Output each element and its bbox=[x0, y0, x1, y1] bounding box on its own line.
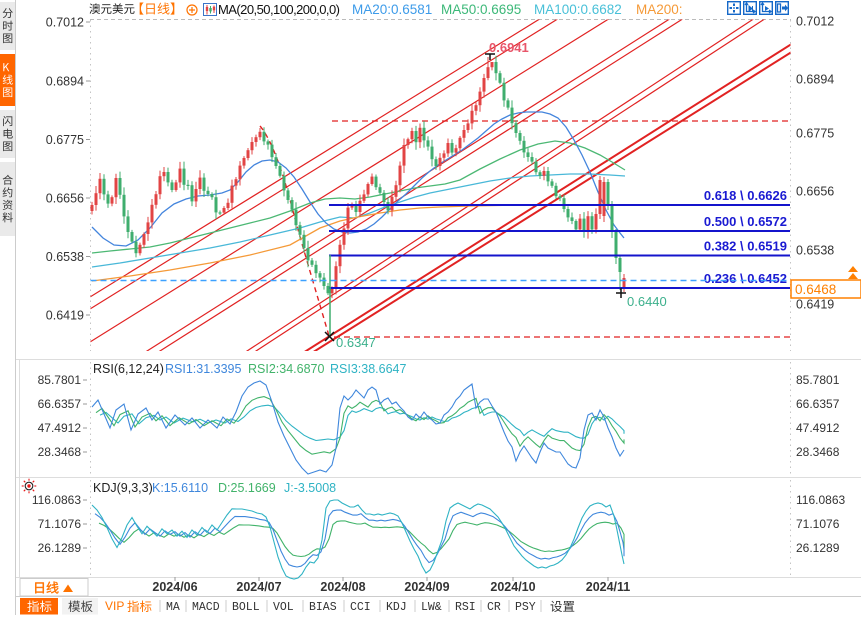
svg-text:MA(20,50,100,200,0,0): MA(20,50,100,200,0,0) bbox=[218, 2, 340, 17]
svg-text:85.7801: 85.7801 bbox=[38, 373, 82, 387]
svg-text:0.382 \ 0.6519: 0.382 \ 0.6519 bbox=[704, 239, 787, 254]
svg-text:0.500 \ 0.6572: 0.500 \ 0.6572 bbox=[704, 214, 787, 229]
svg-text:KDJ: KDJ bbox=[386, 601, 407, 614]
svg-text:CCI: CCI bbox=[350, 601, 371, 614]
svg-text:K:15.6110: K:15.6110 bbox=[152, 481, 208, 495]
svg-text:0.6775: 0.6775 bbox=[796, 127, 834, 141]
svg-text:MA: MA bbox=[166, 601, 180, 614]
svg-text:66.6357: 66.6357 bbox=[796, 397, 840, 411]
svg-text:0.6347: 0.6347 bbox=[336, 335, 376, 350]
svg-text:2024/09: 2024/09 bbox=[404, 580, 449, 594]
svg-text:47.4912: 47.4912 bbox=[38, 421, 82, 435]
svg-text:0.7012: 0.7012 bbox=[46, 16, 84, 30]
svg-text:CR: CR bbox=[487, 601, 501, 614]
svg-text:0.618 \ 0.6626: 0.618 \ 0.6626 bbox=[704, 188, 787, 203]
svg-text:0.7012: 0.7012 bbox=[796, 15, 834, 29]
svg-text:PSY: PSY bbox=[515, 601, 536, 614]
svg-text:VIP: VIP bbox=[105, 599, 124, 613]
svg-text:BIAS: BIAS bbox=[309, 601, 337, 614]
svg-text:RSI2:34.6870: RSI2:34.6870 bbox=[248, 362, 324, 376]
svg-text:RSI(6,12,24): RSI(6,12,24) bbox=[93, 362, 164, 376]
svg-text:KDJ(9,3,3): KDJ(9,3,3) bbox=[93, 481, 153, 495]
svg-text:2024/08: 2024/08 bbox=[320, 580, 365, 594]
svg-text:0.6894: 0.6894 bbox=[46, 75, 84, 89]
svg-text:66.6357: 66.6357 bbox=[38, 397, 82, 411]
svg-text:LW&: LW& bbox=[421, 601, 442, 614]
svg-text:47.4912: 47.4912 bbox=[796, 421, 840, 435]
svg-text:RSI: RSI bbox=[455, 601, 476, 614]
svg-text:RSI3:38.6647: RSI3:38.6647 bbox=[330, 362, 406, 376]
svg-text:RSI1:31.3395: RSI1:31.3395 bbox=[165, 362, 241, 376]
svg-text:J:-3.5008: J:-3.5008 bbox=[284, 481, 336, 495]
svg-text:0.236 \ 0.6452: 0.236 \ 0.6452 bbox=[704, 271, 787, 286]
svg-text:85.7801: 85.7801 bbox=[796, 373, 840, 387]
svg-text:0.6775: 0.6775 bbox=[46, 133, 84, 147]
svg-text:71.1076: 71.1076 bbox=[38, 517, 82, 531]
svg-text:0.6538: 0.6538 bbox=[796, 244, 834, 258]
svg-text:2024/11: 2024/11 bbox=[586, 580, 631, 594]
svg-text:0.6440: 0.6440 bbox=[627, 294, 667, 309]
svg-text:71.1076: 71.1076 bbox=[796, 517, 840, 531]
svg-text:VOL: VOL bbox=[273, 601, 294, 614]
svg-text:0.6656: 0.6656 bbox=[796, 185, 834, 199]
svg-text:28.3468: 28.3468 bbox=[38, 445, 82, 459]
svg-text:MA100:0.6682: MA100:0.6682 bbox=[534, 2, 622, 17]
svg-text:BOLL: BOLL bbox=[232, 601, 260, 614]
svg-text:0.6894: 0.6894 bbox=[796, 73, 834, 87]
svg-text:26.1289: 26.1289 bbox=[38, 541, 82, 555]
svg-text:MA200:: MA200: bbox=[636, 2, 683, 17]
svg-text:0.6656: 0.6656 bbox=[46, 192, 84, 206]
svg-text:116.0863: 116.0863 bbox=[796, 493, 845, 507]
svg-text:0.6419: 0.6419 bbox=[46, 309, 84, 323]
svg-text:26.1289: 26.1289 bbox=[796, 541, 840, 555]
svg-text:2024/06: 2024/06 bbox=[152, 580, 197, 594]
svg-text:D:25.1669: D:25.1669 bbox=[218, 481, 276, 495]
svg-text:0.6538: 0.6538 bbox=[46, 250, 84, 264]
svg-text:MA50:0.6695: MA50:0.6695 bbox=[441, 2, 521, 17]
svg-text:116.0863: 116.0863 bbox=[32, 493, 81, 507]
svg-text:0.6941: 0.6941 bbox=[489, 40, 529, 55]
svg-text:MACD: MACD bbox=[192, 601, 220, 614]
svg-text:0.6419: 0.6419 bbox=[796, 298, 834, 312]
svg-text:2024/07: 2024/07 bbox=[236, 580, 281, 594]
svg-text:28.3468: 28.3468 bbox=[796, 445, 840, 459]
svg-text:2024/10: 2024/10 bbox=[490, 580, 535, 594]
svg-text:0.6468: 0.6468 bbox=[795, 282, 836, 297]
svg-text:MA20:0.6581: MA20:0.6581 bbox=[352, 2, 432, 17]
